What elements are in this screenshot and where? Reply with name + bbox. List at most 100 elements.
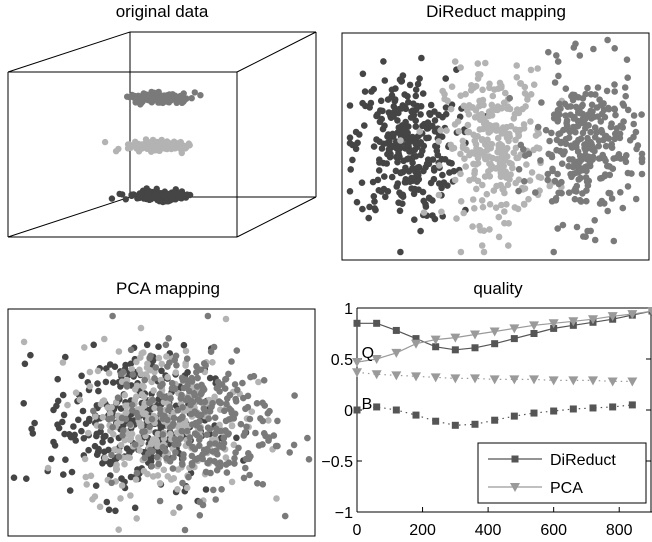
point <box>484 136 491 144</box>
marker <box>412 411 420 419</box>
point <box>583 139 591 147</box>
point <box>253 480 261 487</box>
point <box>191 392 199 399</box>
point <box>108 415 116 422</box>
point <box>197 92 204 99</box>
point <box>406 148 413 155</box>
point <box>234 386 241 394</box>
point <box>81 455 89 463</box>
point <box>184 427 191 435</box>
marker <box>588 376 598 386</box>
point <box>201 408 209 415</box>
y-tick-label: 1 <box>344 301 353 318</box>
point <box>61 430 68 438</box>
point <box>389 142 396 150</box>
point <box>162 447 169 455</box>
point <box>611 81 618 88</box>
point <box>217 443 225 450</box>
point <box>75 416 82 424</box>
point <box>51 442 59 449</box>
point <box>260 377 268 384</box>
point <box>504 105 511 112</box>
point <box>197 366 204 374</box>
point <box>221 385 229 392</box>
point <box>596 200 604 207</box>
point <box>546 182 553 190</box>
point <box>62 456 69 464</box>
marker <box>647 307 652 317</box>
point <box>571 195 579 203</box>
point <box>291 392 298 399</box>
point <box>151 404 158 412</box>
point <box>185 439 193 447</box>
point <box>587 107 594 115</box>
point <box>506 94 513 102</box>
point <box>242 405 249 413</box>
point <box>64 401 71 409</box>
point <box>619 100 627 107</box>
marker <box>550 407 558 415</box>
point <box>178 427 186 435</box>
point <box>223 469 231 476</box>
point <box>135 434 142 441</box>
point <box>179 404 186 411</box>
point <box>126 454 133 462</box>
point <box>352 128 360 136</box>
point <box>425 160 433 168</box>
point <box>188 461 196 469</box>
point <box>457 150 464 158</box>
point <box>555 72 562 80</box>
point <box>273 495 280 502</box>
point <box>62 353 69 361</box>
point <box>109 423 116 431</box>
point <box>66 487 74 494</box>
marker <box>430 335 441 345</box>
point <box>112 148 120 155</box>
point <box>403 140 411 148</box>
marker <box>430 373 441 383</box>
point <box>176 421 184 429</box>
point <box>140 383 147 391</box>
marker <box>509 324 520 334</box>
point <box>358 179 366 186</box>
point <box>146 399 153 407</box>
point <box>471 205 478 212</box>
marker <box>607 377 618 387</box>
point <box>533 144 541 151</box>
point <box>554 58 562 65</box>
point <box>195 396 202 404</box>
point <box>500 170 507 177</box>
point <box>154 441 161 448</box>
point <box>520 121 528 128</box>
pca-scatter <box>10 312 313 534</box>
point <box>562 85 570 92</box>
point <box>228 422 236 430</box>
original-data-3d-scatter <box>7 31 317 238</box>
point <box>131 441 139 448</box>
point <box>186 434 194 441</box>
point <box>479 203 487 211</box>
point <box>554 107 562 114</box>
marker <box>530 409 538 417</box>
point <box>460 102 468 110</box>
point <box>117 441 125 449</box>
point <box>370 193 378 200</box>
point <box>605 105 613 113</box>
point <box>621 84 629 91</box>
point <box>346 102 354 109</box>
point <box>628 170 635 177</box>
point <box>165 335 172 342</box>
point <box>183 95 190 102</box>
point <box>405 155 412 162</box>
point <box>178 191 185 198</box>
point <box>119 368 127 376</box>
point <box>606 171 614 179</box>
point <box>397 248 404 256</box>
point <box>166 359 173 367</box>
point <box>429 156 437 163</box>
point <box>180 341 188 349</box>
point <box>638 170 646 178</box>
point <box>141 376 148 384</box>
point <box>259 399 266 407</box>
point <box>389 112 397 119</box>
